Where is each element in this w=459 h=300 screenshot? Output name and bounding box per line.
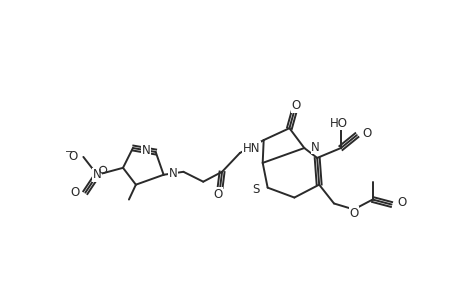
Text: N: N: [311, 140, 319, 154]
Text: O: O: [291, 99, 300, 112]
Text: O: O: [348, 207, 358, 220]
Text: S: S: [252, 183, 259, 196]
Text: HN: HN: [242, 142, 260, 154]
Text: N: N: [142, 145, 151, 158]
Text: N: N: [168, 167, 177, 180]
Text: O: O: [68, 150, 77, 164]
Text: O: O: [397, 196, 406, 209]
Text: O: O: [362, 127, 371, 140]
Text: O: O: [70, 186, 79, 199]
Text: N: N: [93, 168, 101, 181]
Text: −: −: [65, 147, 73, 157]
Text: O: O: [213, 188, 222, 201]
Text: HO: HO: [329, 117, 347, 130]
